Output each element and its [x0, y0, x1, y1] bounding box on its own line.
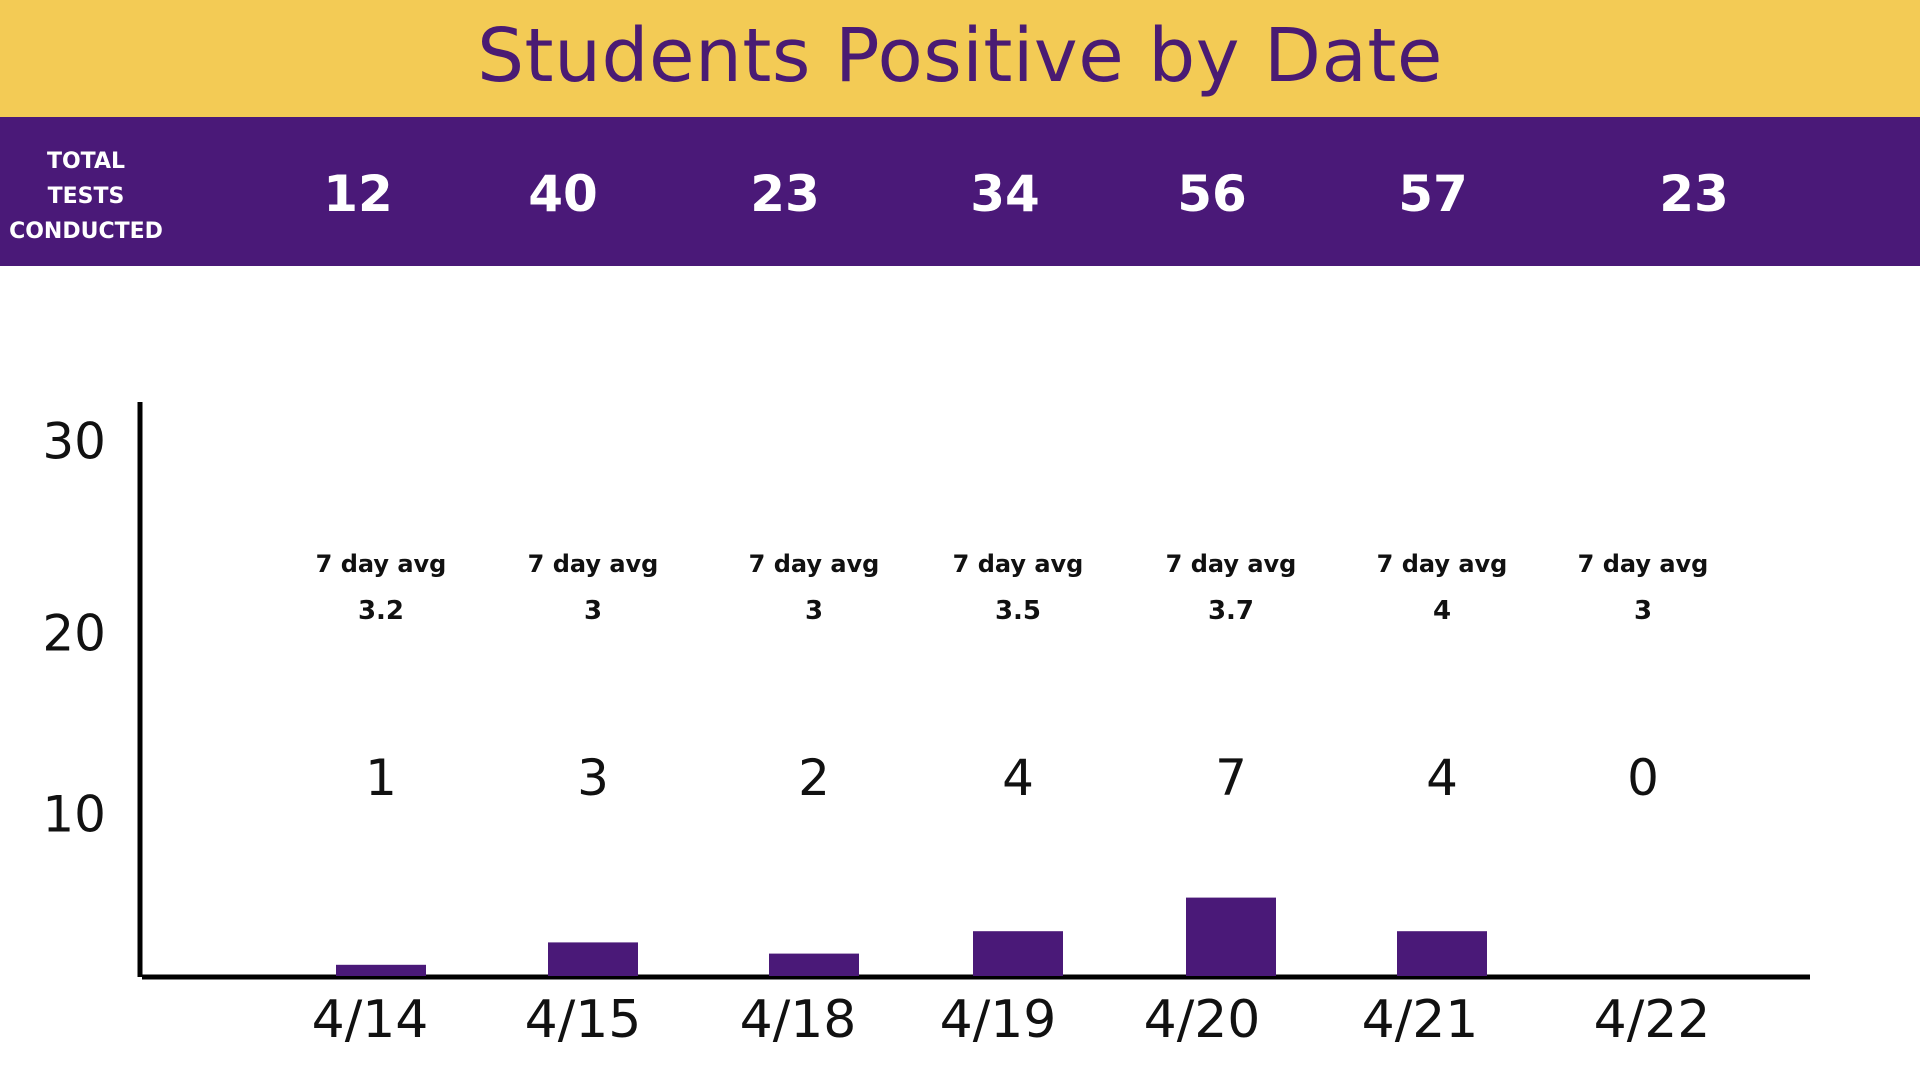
x-category-label: 4/21 — [1362, 990, 1479, 1050]
x-category-label: 4/18 — [740, 990, 857, 1050]
bar-value-label: 1 — [365, 749, 397, 807]
chart-title: Students Positive by Date — [477, 12, 1443, 99]
total-tests-count: 56 — [1177, 165, 1247, 223]
x-category-label: 4/15 — [525, 990, 642, 1050]
seven-day-avg-caption: 7 day avg — [953, 550, 1084, 578]
seven-day-avg-value: 4 — [1433, 596, 1451, 626]
seven-day-avg-value: 3.5 — [995, 596, 1041, 626]
seven-day-avg-value: 3.7 — [1208, 596, 1254, 626]
total-tests-label: TOTAL TESTS CONDUCTED — [0, 144, 172, 249]
bar — [548, 942, 638, 976]
seven-day-avg-caption: 7 day avg — [749, 550, 880, 578]
x-category-label: 4/14 — [312, 990, 429, 1050]
seven-day-avg-caption: 7 day avg — [316, 550, 447, 578]
bar — [769, 953, 859, 976]
bar-value-label: 2 — [798, 749, 830, 807]
seven-day-avg-value: 3 — [584, 596, 602, 626]
y-tick-label: 10 — [42, 786, 106, 844]
bar — [973, 931, 1063, 976]
bar — [336, 964, 426, 976]
seven-day-avg-value: 3 — [805, 596, 823, 626]
total-tests-count: 23 — [1659, 165, 1729, 223]
seven-day-avg-caption: 7 day avg — [528, 550, 659, 578]
bar-value-label: 4 — [1426, 749, 1458, 807]
title-band: Students Positive by Date — [0, 0, 1920, 117]
total-tests-count: 40 — [528, 165, 598, 223]
x-category-label: 4/19 — [940, 990, 1057, 1050]
seven-day-avg-caption: 7 day avg — [1578, 550, 1709, 578]
seven-day-avg-value: 3.2 — [358, 596, 404, 626]
bar-value-label: 0 — [1627, 749, 1659, 807]
y-tick-label: 30 — [42, 413, 106, 471]
total-tests-label-line: CONDUCTED — [9, 219, 163, 244]
x-category-label: 4/20 — [1144, 990, 1261, 1050]
seven-day-avg-caption: 7 day avg — [1166, 550, 1297, 578]
bar — [1397, 931, 1487, 976]
bar — [1186, 897, 1276, 976]
total-tests-count: 34 — [970, 165, 1040, 223]
seven-day-avg-caption: 7 day avg — [1377, 550, 1508, 578]
y-tick-label: 20 — [42, 605, 106, 663]
bar-value-label: 4 — [1002, 749, 1034, 807]
bar-value-label: 7 — [1215, 749, 1247, 807]
total-tests-count: 12 — [323, 165, 393, 223]
total-tests-label-line: TOTAL — [46, 149, 126, 174]
total-tests-band: TOTAL TESTS CONDUCTED 12 40 23 34 56 57 … — [0, 117, 1920, 266]
total-tests-count: 23 — [750, 165, 820, 223]
total-tests-count: 57 — [1398, 165, 1468, 223]
bar-value-label: 3 — [577, 749, 609, 807]
x-category-label: 4/22 — [1594, 990, 1711, 1050]
seven-day-avg-value: 3 — [1634, 596, 1652, 626]
total-tests-label-line: TESTS — [47, 184, 125, 209]
